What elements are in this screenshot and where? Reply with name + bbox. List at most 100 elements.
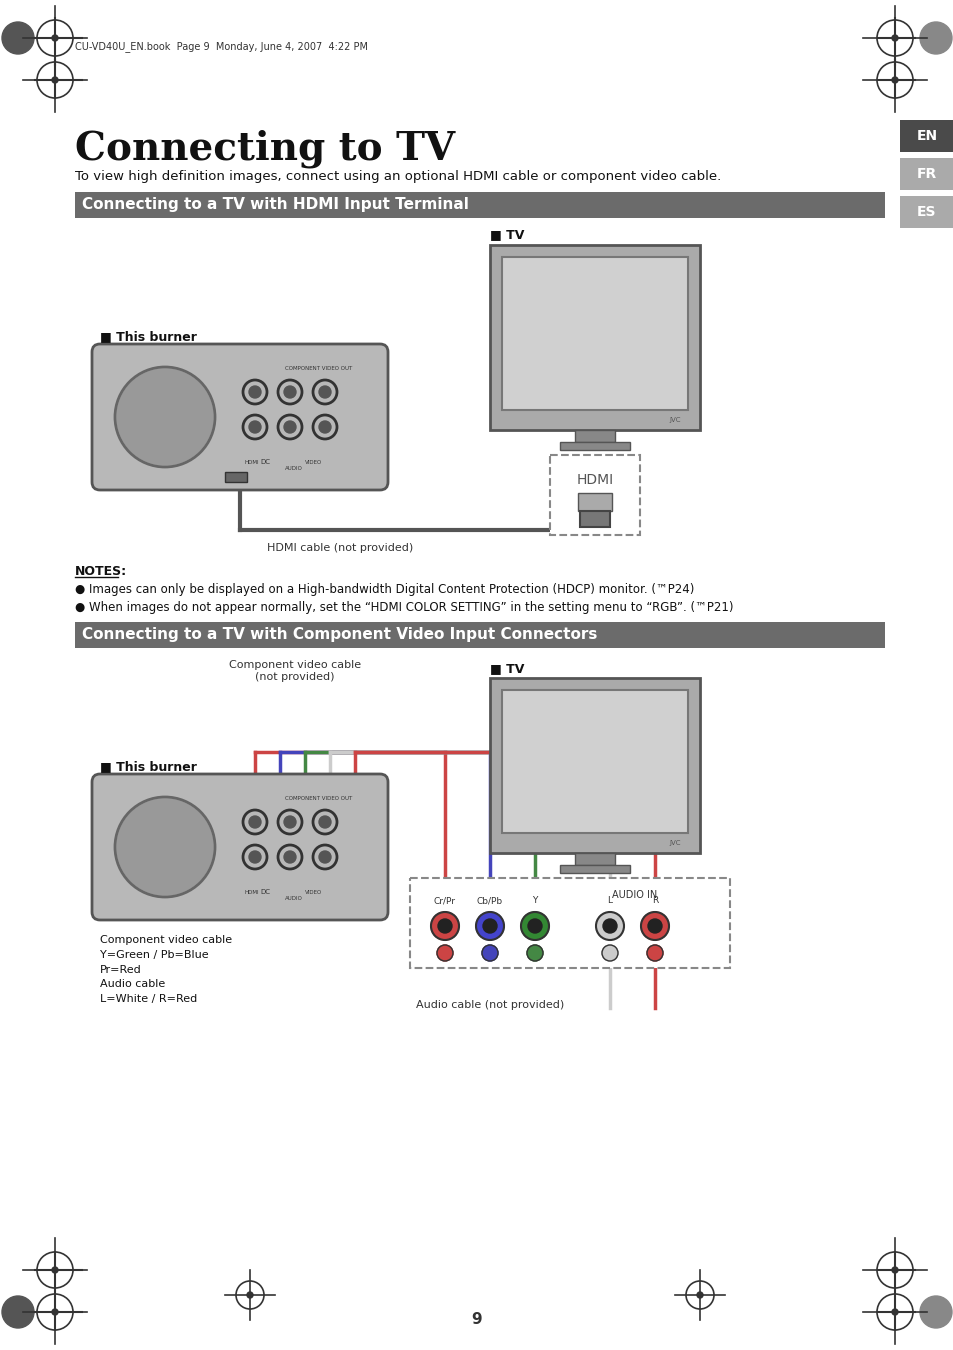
Circle shape: [891, 1310, 897, 1315]
Bar: [490, 678, 700, 853]
Text: Y: Y: [532, 896, 537, 905]
Text: Component video cable
Y=Green / Pb=Blue
Pr=Red
Audio cable
L=White / R=Red: Component video cable Y=Green / Pb=Blue …: [100, 936, 232, 1004]
Text: ES: ES: [916, 205, 936, 219]
Circle shape: [247, 1292, 253, 1297]
Circle shape: [318, 386, 331, 398]
Text: VIDEO: VIDEO: [305, 890, 322, 895]
Circle shape: [117, 799, 213, 895]
Circle shape: [284, 386, 295, 398]
Text: JVC: JVC: [669, 840, 680, 846]
Text: NOTES:: NOTES:: [75, 566, 127, 578]
Circle shape: [431, 913, 458, 940]
Circle shape: [318, 421, 331, 433]
Text: R: R: [651, 896, 658, 905]
Text: COMPONENT VIDEO OUT: COMPONENT VIDEO OUT: [285, 796, 352, 801]
Text: Connecting to a TV with HDMI Input Terminal: Connecting to a TV with HDMI Input Termi…: [82, 197, 468, 212]
Text: ● Images can only be displayed on a High-bandwidth Digital Content Protection (H: ● Images can only be displayed on a High…: [75, 583, 694, 595]
Text: ■ This burner: ■ This burner: [100, 329, 196, 343]
Circle shape: [52, 35, 58, 40]
Text: Connecting to a TV with Component Video Input Connectors: Connecting to a TV with Component Video …: [82, 628, 597, 643]
Text: HDMI: HDMI: [245, 460, 259, 464]
Circle shape: [249, 815, 261, 828]
Circle shape: [2, 1296, 34, 1328]
Circle shape: [117, 369, 213, 464]
Circle shape: [481, 945, 497, 961]
Text: FR: FR: [916, 167, 936, 181]
Text: HDMI: HDMI: [576, 472, 613, 487]
Text: DC: DC: [260, 890, 270, 895]
Circle shape: [52, 1310, 58, 1315]
Text: Cb/Pb: Cb/Pb: [476, 896, 502, 905]
Text: ● When images do not appear normally, set the “HDMI COLOR SETTING” in the settin: ● When images do not appear normally, se…: [75, 601, 733, 614]
Bar: [75, 622, 884, 648]
Circle shape: [601, 945, 618, 961]
Circle shape: [697, 1292, 702, 1297]
Circle shape: [647, 919, 661, 933]
Bar: [75, 192, 884, 217]
Text: Cr/Pr: Cr/Pr: [434, 896, 456, 905]
Circle shape: [891, 35, 897, 40]
Text: Component video cable
(not provided): Component video cable (not provided): [229, 660, 360, 682]
Text: L: L: [607, 896, 612, 905]
Bar: [578, 493, 612, 512]
Circle shape: [640, 913, 668, 940]
Bar: [225, 472, 247, 482]
FancyBboxPatch shape: [91, 344, 388, 490]
Circle shape: [249, 421, 261, 433]
Circle shape: [476, 913, 503, 940]
Bar: [575, 431, 615, 441]
Circle shape: [891, 1268, 897, 1273]
Circle shape: [891, 77, 897, 82]
Text: HDMI cable (not provided): HDMI cable (not provided): [267, 543, 413, 554]
Circle shape: [919, 1296, 951, 1328]
Text: DC: DC: [260, 459, 270, 464]
Bar: [410, 878, 729, 968]
Circle shape: [318, 815, 331, 828]
Bar: [550, 455, 639, 535]
Text: ■ TV: ■ TV: [490, 662, 524, 675]
Circle shape: [596, 913, 623, 940]
Bar: [899, 196, 953, 228]
Circle shape: [249, 850, 261, 863]
Text: Connecting to TV: Connecting to TV: [75, 130, 455, 169]
Bar: [899, 120, 953, 153]
Circle shape: [284, 850, 295, 863]
Bar: [501, 690, 687, 833]
Bar: [501, 256, 687, 410]
Circle shape: [527, 919, 541, 933]
Text: AUDIO: AUDIO: [285, 466, 302, 471]
Circle shape: [284, 421, 295, 433]
Bar: [899, 158, 953, 190]
Text: AUDIO IN: AUDIO IN: [612, 890, 657, 900]
Bar: [579, 512, 609, 526]
Text: EN: EN: [916, 130, 937, 143]
Text: HDMI: HDMI: [245, 890, 259, 895]
Circle shape: [249, 386, 261, 398]
Circle shape: [436, 945, 453, 961]
Text: CU-VD40U_EN.book  Page 9  Monday, June 4, 2007  4:22 PM: CU-VD40U_EN.book Page 9 Monday, June 4, …: [75, 42, 368, 53]
Text: COMPONENT VIDEO OUT: COMPONENT VIDEO OUT: [285, 366, 352, 371]
Circle shape: [437, 919, 452, 933]
Bar: [559, 865, 629, 873]
Bar: [559, 441, 629, 450]
Text: To view high definition images, connect using an optional HDMI cable or componen: To view high definition images, connect …: [75, 170, 720, 184]
Text: AUDIO: AUDIO: [285, 896, 302, 900]
FancyBboxPatch shape: [91, 774, 388, 919]
Text: 9: 9: [471, 1312, 482, 1327]
Bar: [575, 853, 615, 865]
Text: JVC: JVC: [669, 417, 680, 423]
Bar: [490, 244, 700, 431]
Text: Audio cable (not provided): Audio cable (not provided): [416, 1000, 563, 1010]
Text: VIDEO: VIDEO: [305, 460, 322, 464]
Circle shape: [52, 1268, 58, 1273]
Text: ■ This burner: ■ This burner: [100, 760, 196, 774]
Circle shape: [919, 22, 951, 54]
Circle shape: [602, 919, 617, 933]
Circle shape: [2, 22, 34, 54]
Circle shape: [284, 815, 295, 828]
Circle shape: [482, 919, 497, 933]
Text: ■ TV: ■ TV: [490, 228, 524, 242]
Circle shape: [526, 945, 542, 961]
Circle shape: [520, 913, 548, 940]
Circle shape: [318, 850, 331, 863]
